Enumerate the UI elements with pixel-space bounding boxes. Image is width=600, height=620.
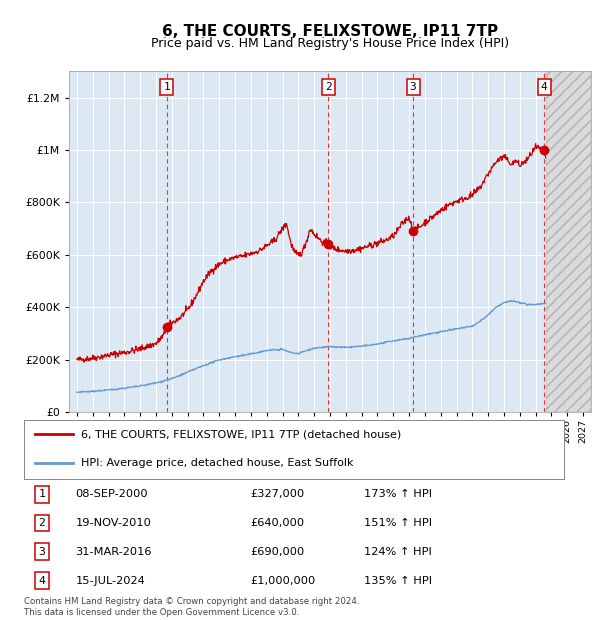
Text: 15-JUL-2024: 15-JUL-2024 — [76, 576, 145, 586]
Text: 151% ↑ HPI: 151% ↑ HPI — [364, 518, 433, 528]
Text: 135% ↑ HPI: 135% ↑ HPI — [364, 576, 433, 586]
Text: 3: 3 — [410, 82, 416, 92]
Text: 124% ↑ HPI: 124% ↑ HPI — [364, 547, 432, 557]
Text: Price paid vs. HM Land Registry's House Price Index (HPI): Price paid vs. HM Land Registry's House … — [151, 37, 509, 50]
Text: 31-MAR-2016: 31-MAR-2016 — [76, 547, 152, 557]
Text: 6, THE COURTS, FELIXSTOWE, IP11 7TP: 6, THE COURTS, FELIXSTOWE, IP11 7TP — [162, 24, 498, 38]
Text: £327,000: £327,000 — [251, 489, 305, 499]
Text: 19-NOV-2010: 19-NOV-2010 — [76, 518, 151, 528]
Text: 1: 1 — [164, 82, 170, 92]
Text: 3: 3 — [38, 547, 45, 557]
Text: 2: 2 — [38, 518, 45, 528]
Text: 4: 4 — [541, 82, 548, 92]
Text: £640,000: £640,000 — [251, 518, 305, 528]
Text: HPI: Average price, detached house, East Suffolk: HPI: Average price, detached house, East… — [80, 458, 353, 467]
Text: £690,000: £690,000 — [251, 547, 305, 557]
Text: 173% ↑ HPI: 173% ↑ HPI — [364, 489, 433, 499]
Bar — [545, 71, 591, 412]
Text: Contains HM Land Registry data © Crown copyright and database right 2024.
This d: Contains HM Land Registry data © Crown c… — [24, 598, 359, 617]
Text: 4: 4 — [38, 576, 45, 586]
Text: 1: 1 — [38, 489, 45, 499]
Text: 2: 2 — [325, 82, 332, 92]
Text: 6, THE COURTS, FELIXSTOWE, IP11 7TP (detached house): 6, THE COURTS, FELIXSTOWE, IP11 7TP (det… — [80, 430, 401, 440]
Text: 08-SEP-2000: 08-SEP-2000 — [76, 489, 148, 499]
Text: £1,000,000: £1,000,000 — [251, 576, 316, 586]
